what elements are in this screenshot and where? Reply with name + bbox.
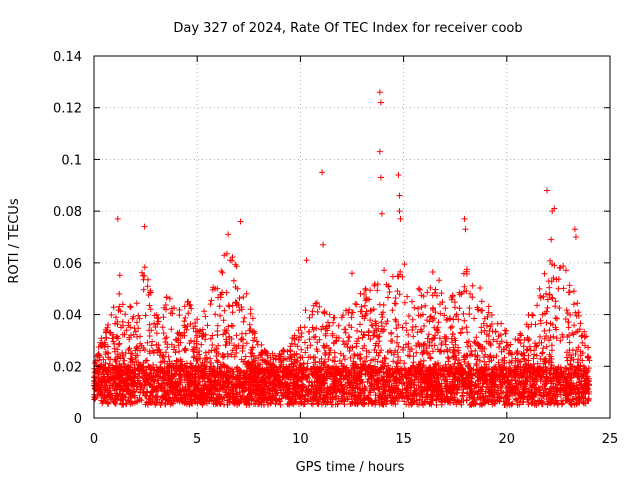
x-tick-label: 0 [90, 432, 98, 447]
outlier-point [225, 231, 232, 238]
plot-frame [93, 55, 611, 419]
axis-ticks [93, 55, 611, 419]
outlier-point [141, 223, 148, 230]
outlier-point [572, 234, 579, 240]
x-tick-label: 10 [292, 432, 309, 447]
x-tick-labels: 0 5 10 15 20 25 [90, 432, 618, 447]
outlier-point [114, 215, 121, 222]
outlier-point [544, 187, 551, 194]
y-tick-label: 0.06 [53, 257, 82, 272]
outlier-point [376, 148, 383, 155]
y-tick-label: 0.12 [53, 102, 82, 117]
outlier-point [376, 89, 383, 96]
outlier-point [548, 236, 555, 243]
outlier-point [377, 174, 384, 181]
roti-points-cloud [91, 250, 593, 409]
outlier-point [461, 215, 468, 222]
y-tick-label: 0.04 [53, 309, 82, 324]
data-points [91, 89, 593, 409]
y-axis-label: ROTI / TECUs [7, 198, 22, 283]
outlier-point [349, 270, 355, 277]
outlier-point [377, 99, 384, 106]
y-tick-label: 0 [74, 412, 82, 427]
x-tick-label: 15 [395, 432, 412, 447]
outlier-point [395, 171, 402, 178]
x-tick-label: 25 [602, 432, 619, 447]
outlier-point [551, 205, 558, 212]
outlier-point [571, 226, 578, 233]
y-tick-label: 0.02 [53, 360, 82, 375]
x-axis-label: GPS time / hours [296, 460, 405, 475]
y-tick-label: 0.08 [53, 205, 82, 220]
x-tick-label: 20 [499, 432, 516, 447]
outlier-point [303, 257, 310, 264]
outlier-point [396, 192, 403, 199]
outlier-point [397, 215, 404, 222]
outlier-point [320, 241, 327, 248]
outlier-point [237, 218, 244, 225]
grid-lines [94, 56, 610, 418]
outlier-point [396, 208, 403, 215]
outlier-point [378, 210, 385, 217]
outlier-point [462, 226, 469, 233]
chart-title: Day 327 of 2024, Rate Of TEC Index for r… [173, 21, 522, 36]
y-tick-labels: 0 0.02 0.04 0.06 0.08 0.1 0.12 0.14 [53, 50, 82, 427]
x-tick-label: 5 [193, 432, 201, 447]
y-tick-label: 0.14 [53, 50, 82, 65]
y-tick-label: 0.1 [61, 153, 82, 168]
outlier-point [319, 169, 326, 176]
